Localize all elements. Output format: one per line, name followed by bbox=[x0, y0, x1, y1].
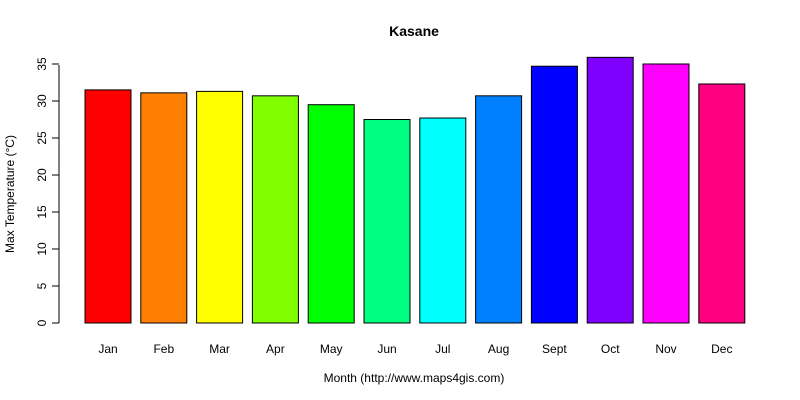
bar-apr bbox=[251, 95, 299, 324]
x-tick-labels: Jan Feb Mar Apr May Jun Jul Aug Sept Oct Nov Dec bbox=[98, 342, 732, 356]
x-tick-label-nov: Nov bbox=[655, 342, 676, 356]
bar-nov bbox=[642, 63, 690, 324]
y-tick-label: 30 bbox=[35, 94, 49, 108]
bar-sept bbox=[530, 65, 578, 324]
bar-jan bbox=[84, 89, 132, 324]
bar-may bbox=[307, 104, 355, 324]
y-axis-label: Max Temperature (°C) bbox=[3, 135, 17, 253]
x-tick-label-apr: Apr bbox=[266, 342, 285, 356]
x-tick-label-sept: Sept bbox=[542, 342, 567, 356]
x-tick-label-jul: Jul bbox=[435, 342, 450, 356]
x-tick-label-mar: Mar bbox=[209, 342, 230, 356]
y-axis: 0 5 10 15 20 25 30 35 bbox=[35, 57, 60, 326]
bars-group bbox=[84, 56, 746, 324]
bar-jul bbox=[419, 117, 467, 324]
x-tick-label-may: May bbox=[320, 342, 343, 356]
x-tick-label-oct: Oct bbox=[601, 342, 620, 356]
x-tick-label-dec: Dec bbox=[711, 342, 732, 356]
chart-title: Kasane bbox=[389, 23, 439, 39]
bar-jun bbox=[363, 119, 411, 324]
y-tick-label: 20 bbox=[35, 168, 49, 182]
bar-aug bbox=[475, 95, 523, 324]
x-tick-label-jun: Jun bbox=[377, 342, 396, 356]
y-tick-label: 35 bbox=[35, 57, 49, 71]
bar-feb bbox=[140, 92, 188, 324]
bar-dec bbox=[698, 83, 746, 324]
y-tick-label: 5 bbox=[35, 282, 49, 289]
x-tick-label-feb: Feb bbox=[153, 342, 174, 356]
y-tick-label: 25 bbox=[35, 131, 49, 145]
bar-mar bbox=[196, 90, 244, 324]
y-tick-label: 10 bbox=[35, 242, 49, 256]
y-tick-label: 0 bbox=[35, 319, 49, 326]
y-tick-label: 15 bbox=[35, 205, 49, 219]
x-axis-label: Month (http://www.maps4gis.com) bbox=[324, 371, 505, 385]
x-tick-label-jan: Jan bbox=[98, 342, 117, 356]
x-tick-label-aug: Aug bbox=[488, 342, 509, 356]
bar-oct bbox=[586, 56, 634, 324]
